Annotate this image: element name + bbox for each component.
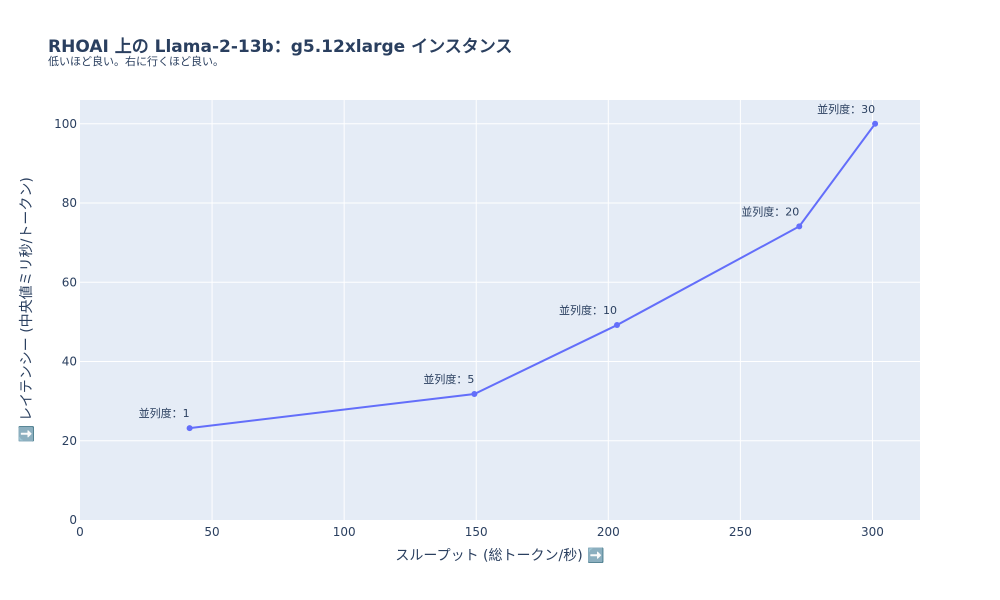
chart-subtitle: 低いほど良い。右に行くほど良い。 [48,55,224,68]
y-tick-label: 0 [69,513,77,527]
data-point [614,322,621,329]
data-point [186,425,193,432]
data-point [471,391,478,397]
y-tick-label: 60 [62,275,77,289]
data-label: 並列度：30 [817,102,875,116]
y-tick-label: 80 [62,196,77,210]
x-tick-label: 250 [729,525,752,539]
y-tick-label: 20 [62,434,77,448]
data-label: 並列度：5 [423,372,474,386]
axis-ticks: 0 50 100 150 200 250 300 0 20 40 60 80 100 [54,117,884,539]
x-tick-label: 200 [597,525,620,539]
x-tick-label: 150 [465,525,488,539]
series-layer: 並列度：1 並列度：5 並列度：10 並列度：20 並列度：30 [139,102,879,432]
grid-lines [80,100,920,520]
chart-title: RHOAI 上の Llama-2-13b：g5.12xlarge インスタンス [48,37,513,57]
y-tick-label: 40 [62,355,77,369]
x-tick-label: 0 [76,525,84,539]
x-tick-label: 300 [861,525,884,539]
data-label: 並列度：20 [741,204,799,218]
data-label: 並列度：1 [139,406,190,420]
x-tick-label: 50 [204,525,219,539]
plot-area [80,100,920,520]
data-point [796,223,803,230]
data-point [872,120,879,127]
data-label: 並列度：10 [559,303,617,317]
x-axis-title: スループット (総トークン/秒) ➡️ [395,547,604,564]
y-tick-label: 100 [54,117,77,131]
x-tick-label: 100 [333,525,356,539]
y-axis-title: ⬇️ レイテンシー (中央値ミリ秒/トークン) [18,177,35,443]
